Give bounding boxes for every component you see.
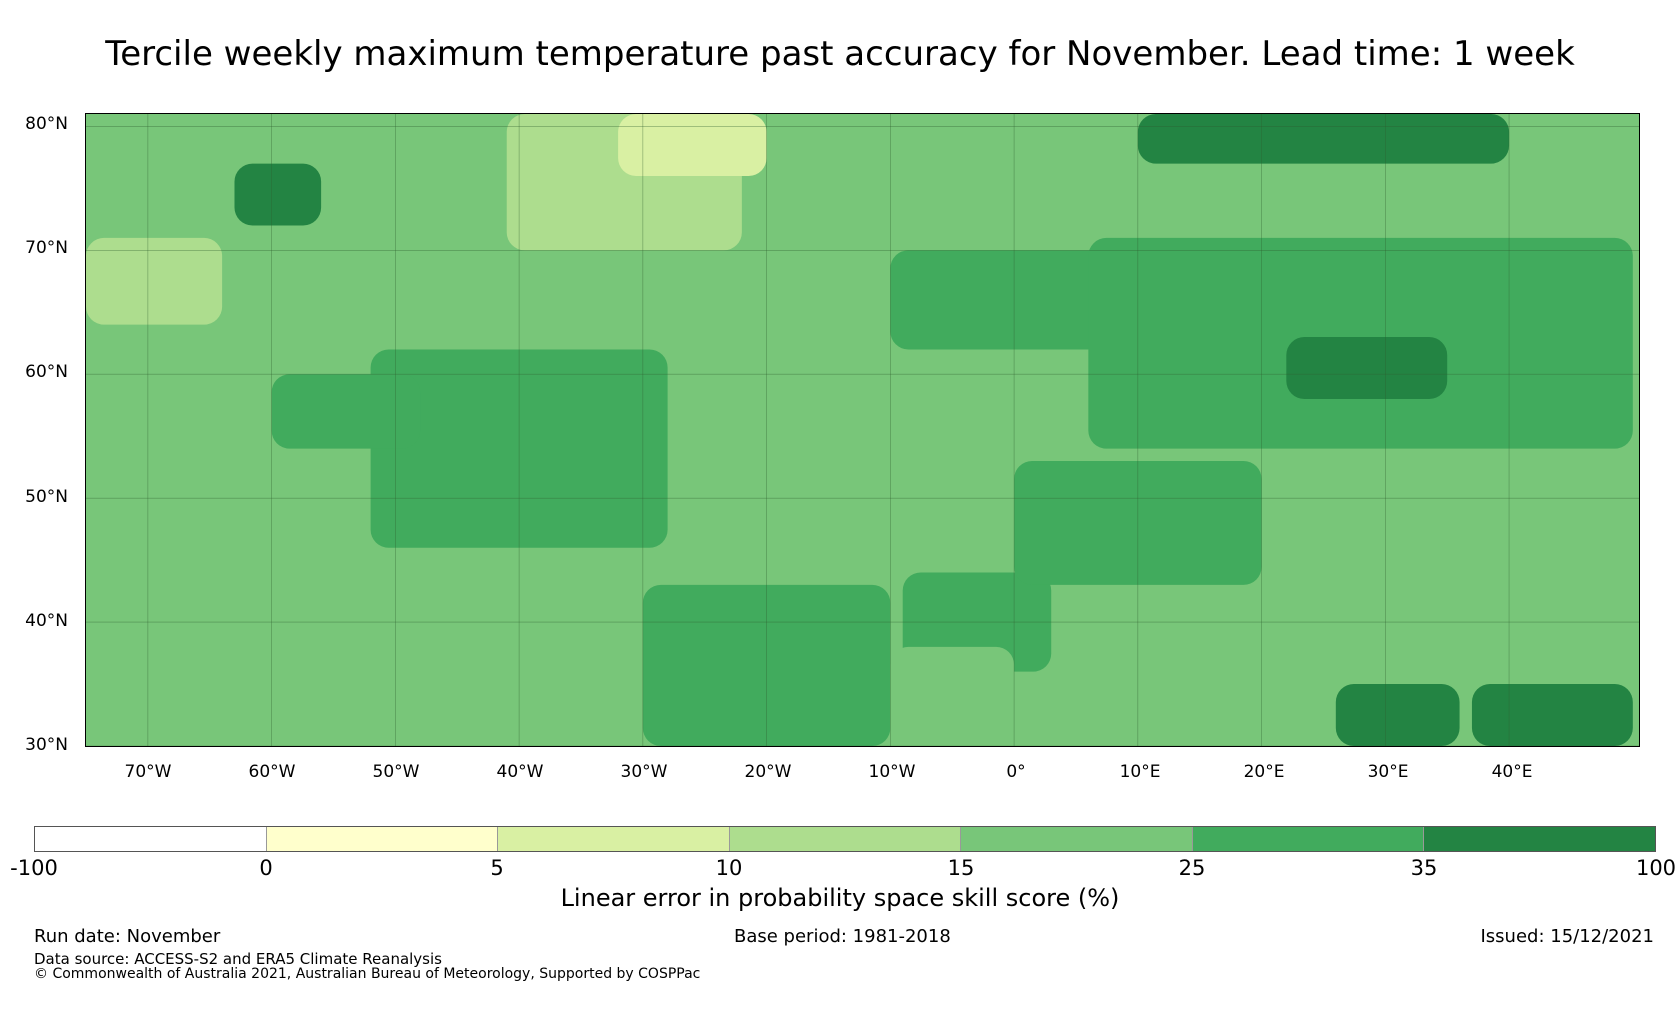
colorbar-tick: -100 [10, 856, 58, 880]
colorbar-segment [498, 827, 730, 851]
map-canvas[interactable]: Greenland interiorNE Greenland coastBaff… [86, 114, 1639, 746]
colorbar-tick: 15 [947, 856, 975, 880]
colorbar-label: Linear error in probability space skill … [560, 884, 1120, 912]
colorbar-tick: 35 [1410, 856, 1438, 880]
lon-label: 70°W [124, 762, 172, 782]
issued-date: Issued: 15/12/2021 [1480, 926, 1654, 947]
skill-region: Baffin Bay [234, 163, 322, 226]
colorbar-segment [1192, 827, 1425, 851]
colorbar-tick: 0 [259, 856, 273, 880]
skill-region: Middle East [1471, 684, 1633, 746]
lon-label: 60°W [248, 762, 296, 782]
colorbar-tick: 10 [715, 856, 743, 880]
lon-label: 40°E [1491, 762, 1533, 782]
skill-region: Canary Basin [890, 646, 1015, 746]
skill-region: NE Greenland coast [618, 114, 767, 176]
chart-title: Tercile weekly maximum temperature past … [105, 34, 1575, 74]
colorbar-segment [266, 827, 499, 851]
skill-region: Baffin Island [86, 237, 223, 325]
colorbar-segment [1424, 827, 1656, 851]
copyright: © Commonwealth of Australia 2021, Austra… [34, 966, 701, 982]
skill-region: Baltic region [1286, 337, 1448, 400]
skill-region: Labrador Sea [271, 374, 421, 449]
colorbar-segment [729, 827, 962, 851]
colorbar-segment [35, 827, 267, 851]
skill-region: Eastern Mediterranean [1335, 684, 1460, 746]
colorbar-tick: 5 [490, 856, 504, 880]
colorbar-tick: 25 [1178, 856, 1206, 880]
lon-label: 50°W [372, 762, 420, 782]
lon-label: 40°W [496, 762, 544, 782]
colorbar-segment [961, 827, 1193, 851]
lat-label: 40°N [25, 611, 68, 631]
lat-label: 60°N [25, 362, 68, 382]
lat-label: 30°N [25, 735, 68, 755]
lon-label: 20°W [744, 762, 792, 782]
lat-label: 70°N [25, 238, 68, 258]
lon-label: 0° [1006, 762, 1026, 782]
lon-label: 20°E [1243, 762, 1285, 782]
lon-label: 30°E [1367, 762, 1409, 782]
skill-region: Barents Sea [1137, 114, 1510, 164]
lon-label: 30°W [620, 762, 668, 782]
base-period: Base period: 1981-2018 [734, 926, 951, 947]
lat-label: 50°N [25, 487, 68, 507]
skill-region: Norwegian Sea [890, 250, 1114, 350]
data-source: Data source: ACCESS-S2 and ERA5 Climate … [34, 950, 442, 968]
lat-label: 80°N [25, 114, 68, 134]
lon-label: 10°E [1119, 762, 1161, 782]
skill-map[interactable]: Greenland interiorNE Greenland coastBaff… [85, 113, 1640, 747]
lon-label: 10°W [868, 762, 916, 782]
run-date: Run date: November [34, 926, 221, 947]
colorbar-tick: 100 [1635, 856, 1677, 880]
colorbar [34, 826, 1656, 852]
